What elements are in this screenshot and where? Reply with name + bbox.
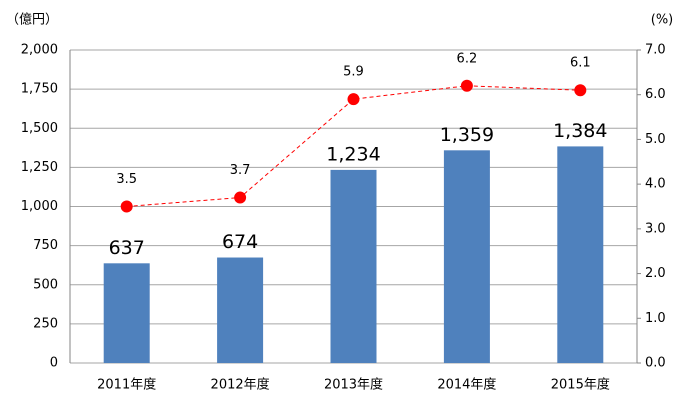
bar [217,257,264,363]
line-value-label: 3.5 [116,172,137,187]
line-marker [460,79,473,92]
bar [330,169,377,363]
line-marker [347,93,360,106]
y2-tick-label: 6.0 [645,87,666,102]
x-tick-label: 2015年度 [551,377,610,393]
y-tick-label: 1,500 [21,121,58,136]
y2-tick-label: 3.0 [645,221,666,236]
y2-tick-label: 0.0 [645,356,666,371]
y-tick-label: 2,000 [21,43,58,58]
line [126,85,581,207]
bar-value-label: 1,234 [326,143,380,165]
line-marker [574,84,587,97]
y-tick-label: 500 [33,277,58,292]
y2-tick-label: 1.0 [645,311,666,326]
bar-value-label: 1,359 [440,124,494,146]
line-value-label: 6.2 [457,51,478,66]
y2-tick-label: 5.0 [645,132,666,147]
x-tick-label: 2012年度 [211,377,270,393]
y-tick-label: 250 [33,316,58,331]
x-tick-label: 2013年度 [324,377,383,393]
bar [103,263,150,363]
line-value-label: 6.1 [570,56,591,71]
y2-axis-label: (%) [651,13,674,28]
y-tick-label: 1,750 [21,82,58,97]
bar-value-label: 637 [109,237,145,259]
bar-value-label: 1,384 [553,120,607,142]
y-tick-label: 1,250 [21,160,58,175]
x-tick-label: 2011年度 [97,377,156,393]
y2-tick-label: 7.0 [645,43,666,58]
line-value-label: 5.9 [343,65,364,80]
bar [443,150,490,363]
line-value-label: 3.7 [230,163,251,178]
x-tick-label: 2014年度 [437,377,496,393]
y-tick-label: 750 [33,238,58,253]
line-marker [234,191,247,204]
y-tick-label: 1,000 [21,199,58,214]
line-marker [120,200,133,213]
y2-tick-label: 4.0 [645,177,666,192]
y-axis-label: （億円） [6,12,58,28]
bar [557,146,604,363]
y-tick-label: 0 [50,356,58,371]
y2-tick-label: 2.0 [645,266,666,281]
bar-value-label: 674 [222,231,258,253]
